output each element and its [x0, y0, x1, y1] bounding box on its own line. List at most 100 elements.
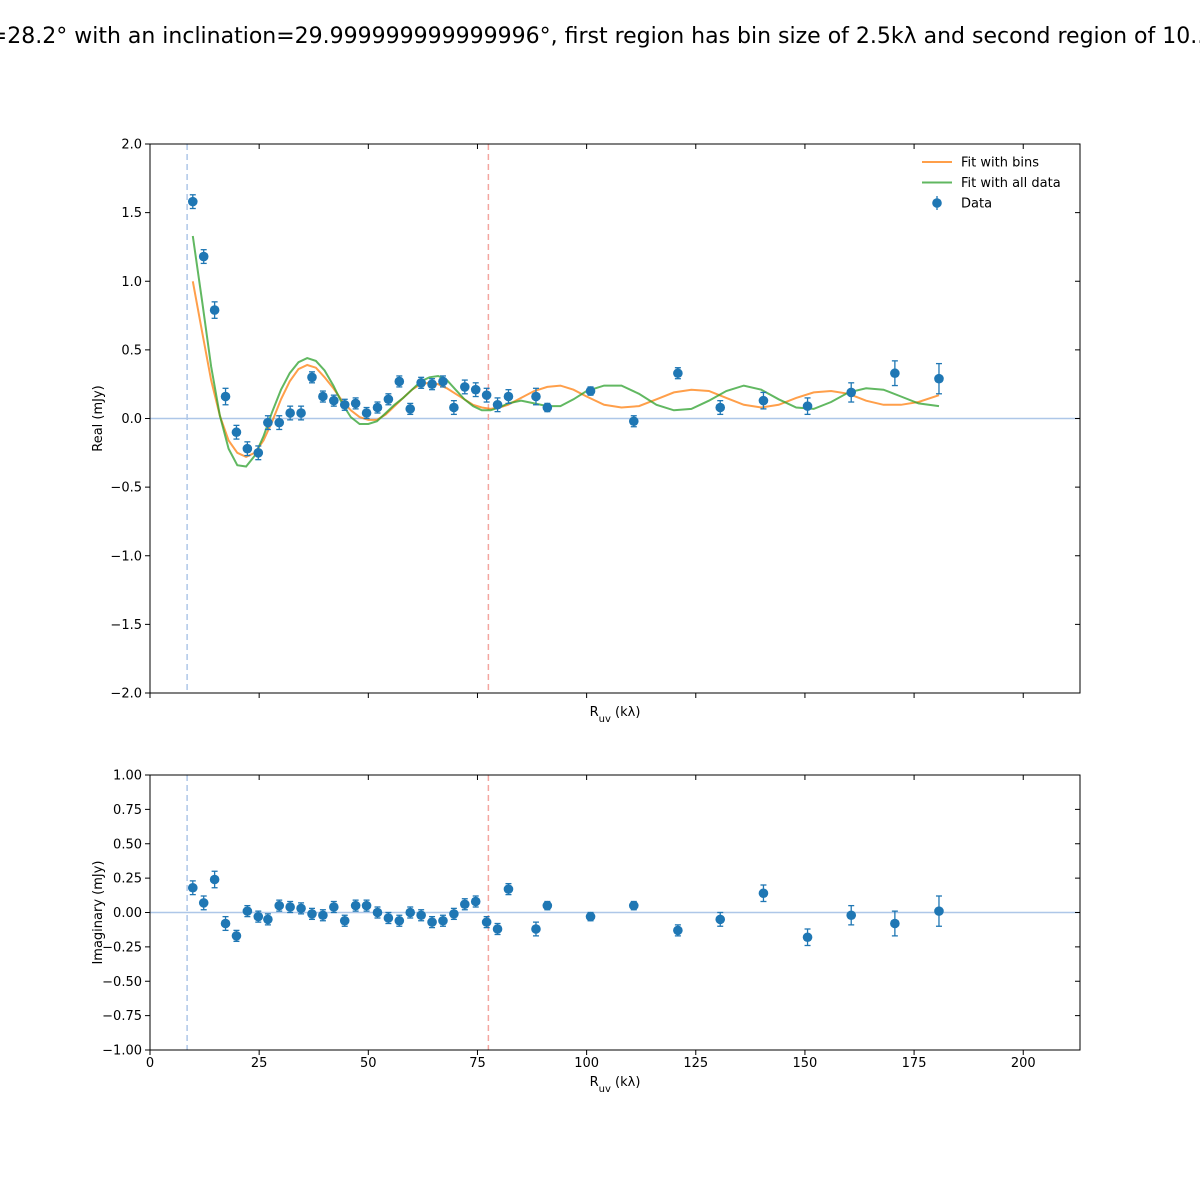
data-point	[285, 902, 295, 912]
data-point	[438, 915, 448, 926]
data-point	[372, 402, 383, 413]
legend-label: Fit with bins	[961, 156, 1039, 171]
imaginary-reference-lines	[150, 775, 1080, 1050]
data-point	[416, 378, 426, 388]
data-point	[274, 900, 285, 911]
real-data-points	[187, 194, 944, 461]
x-tick-label: 100	[574, 1056, 599, 1071]
y-tick-label: −0.5	[110, 481, 142, 496]
x-tick-label: 0	[146, 1056, 154, 1071]
data-point	[307, 909, 317, 919]
data-point	[318, 910, 328, 921]
data-point	[296, 408, 306, 418]
y-tick-label: −1.5	[110, 618, 142, 633]
data-point	[802, 932, 813, 943]
data-point	[209, 874, 220, 885]
y-tick-label: 1.0	[121, 275, 142, 290]
data-point	[220, 391, 231, 402]
x-tick-label: 175	[902, 1056, 927, 1071]
data-point	[715, 402, 726, 413]
data-point	[460, 899, 470, 910]
x-tick-label: 125	[683, 1056, 708, 1071]
data-point	[758, 888, 769, 899]
data-point	[372, 907, 383, 918]
data-point	[253, 448, 264, 458]
y-tick-label: −2.0	[110, 687, 142, 702]
x-tick-label: 50	[360, 1056, 377, 1071]
data-point	[427, 379, 437, 389]
y-tick-label: 1.5	[121, 206, 142, 221]
imaginary-x-axis-label: Ruv (kλ)	[590, 1075, 641, 1095]
data-point	[673, 368, 683, 379]
data-point	[361, 900, 372, 911]
data-point	[481, 917, 492, 927]
data-point	[198, 251, 209, 262]
data-point	[934, 906, 944, 916]
data-point	[715, 914, 726, 925]
data-point	[846, 910, 857, 921]
data-point	[503, 391, 514, 402]
imaginary-axis-ticks: −1.00 −0.75 −0.50 −0.25 0.00 0.25 0.50 0.75 1.00…	[102, 769, 1080, 1071]
data-point	[628, 416, 639, 427]
data-point	[438, 376, 448, 387]
x-tick-label: 75	[469, 1056, 486, 1071]
y-tick-label: 0.75	[113, 803, 142, 818]
data-point	[542, 900, 553, 911]
data-point	[339, 915, 350, 926]
y-tick-label: 0.00	[113, 906, 142, 921]
real-fit-lines	[191, 235, 940, 468]
data-point	[274, 417, 285, 428]
y-tick-label: 0.5	[121, 343, 142, 358]
y-tick-label: 1.00	[113, 769, 142, 784]
data-point	[481, 390, 492, 400]
y-tick-label: 0.0	[121, 412, 142, 427]
y-tick-label: 2.0	[121, 138, 142, 153]
data-point	[209, 305, 220, 315]
data-point	[242, 443, 253, 454]
data-point	[673, 925, 683, 936]
y-tick-label: −1.0	[110, 549, 142, 564]
data-point	[253, 911, 264, 922]
data-point	[231, 931, 242, 941]
data-point	[427, 917, 437, 927]
data-point	[220, 918, 231, 929]
data-point	[350, 398, 361, 409]
data-point	[846, 387, 857, 398]
data-point	[449, 909, 459, 919]
data-point	[198, 898, 209, 908]
y-tick-label: −0.75	[102, 1009, 142, 1024]
real-panel: −2.0 −1.5 −1.0 −0.5 0.0 0.5 1.0 1.5 2.0 Ruv (kλ)…	[91, 138, 1081, 725]
data-point	[285, 408, 295, 418]
imaginary-panel: −1.00 −0.75 −0.50 −0.25 0.00 0.25 0.50 0.75 1.00…	[91, 769, 1081, 1095]
data-point	[416, 910, 426, 921]
real-x-axis-label: Ruv (kλ)	[590, 705, 641, 725]
real-axis-ticks: −2.0 −1.5 −1.0 −0.5 0.0 0.5 1.0 1.5 2.0	[110, 138, 1080, 702]
data-point	[585, 911, 596, 922]
data-point	[492, 924, 503, 934]
data-point	[460, 382, 470, 392]
data-point	[449, 402, 459, 413]
legend-label: Data	[961, 197, 992, 212]
imaginary-y-axis-label: Imaginary (mJy)	[91, 860, 106, 964]
legend-label: Fit with all data	[961, 176, 1061, 191]
data-point	[242, 906, 253, 916]
y-tick-label: −1.00	[102, 1044, 142, 1059]
data-point	[307, 372, 317, 383]
real-reference-lines	[150, 144, 1080, 693]
data-point	[802, 401, 813, 411]
data-point	[187, 882, 198, 893]
data-point	[405, 907, 416, 918]
data-point	[263, 417, 273, 428]
y-tick-label: 0.50	[113, 837, 142, 852]
data-point	[628, 900, 639, 911]
data-point	[263, 914, 273, 925]
data-point	[531, 391, 541, 402]
y-tick-label: −0.25	[102, 940, 142, 955]
data-point	[361, 408, 372, 418]
y-tick-label: 0.25	[113, 872, 142, 887]
data-point	[318, 391, 328, 402]
real-y-axis-label: Real (mJy)	[91, 385, 106, 452]
data-point	[394, 376, 405, 387]
data-point	[394, 915, 405, 926]
